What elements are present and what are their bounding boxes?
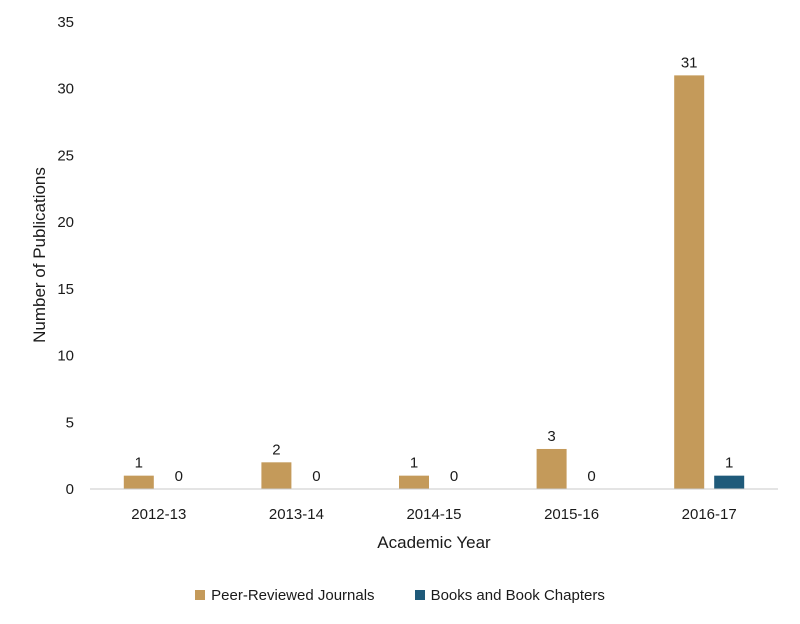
bars xyxy=(123,75,745,489)
data-label-peer-reviewed-journals-2015-16: 3 xyxy=(547,428,555,445)
y-axis-ticks: 0 5 10 15 20 25 30 35 xyxy=(57,14,74,498)
x-tick-label: 2016-17 xyxy=(682,506,737,523)
data-labels: 1 0 2 0 1 0 3 0 31 1 xyxy=(135,54,734,485)
bar-books-and-book-chapters-2016-17 xyxy=(714,475,745,489)
legend-label-peer-reviewed: Peer-Reviewed Journals xyxy=(211,586,375,604)
bar-peer-reviewed-journals-2015-16 xyxy=(536,448,567,489)
data-label-books-and-book-chapters-2013-14: 0 xyxy=(312,468,320,485)
data-label-books-and-book-chapters-2016-17: 1 xyxy=(725,455,733,472)
y-tick-label: 5 xyxy=(66,414,74,431)
data-label-peer-reviewed-journals-2012-13: 1 xyxy=(135,455,143,472)
bar-peer-reviewed-journals-2016-17 xyxy=(674,75,705,489)
legend-label-books: Books and Book Chapters xyxy=(430,586,605,604)
bar-peer-reviewed-journals-2013-14 xyxy=(261,462,292,489)
data-label-peer-reviewed-journals-2016-17: 31 xyxy=(681,54,698,71)
y-tick-label: 35 xyxy=(57,14,74,31)
legend-item-books: Books and Book Chapters xyxy=(414,586,605,604)
legend: Peer-Reviewed Journals Books and Book Ch… xyxy=(0,580,800,610)
data-label-books-and-book-chapters-2014-15: 0 xyxy=(450,468,458,485)
x-tick-label: 2012-13 xyxy=(131,506,186,523)
bar-peer-reviewed-journals-2012-13 xyxy=(123,475,154,489)
y-tick-label: 0 xyxy=(66,481,74,498)
y-axis-title: Number of Publications xyxy=(30,167,49,343)
x-tick-label: 2015-16 xyxy=(544,506,599,523)
x-axis-title: Academic Year xyxy=(377,533,491,552)
y-tick-label: 30 xyxy=(57,81,74,98)
x-tick-label: 2014-15 xyxy=(406,506,461,523)
legend-swatch-books xyxy=(414,590,425,600)
y-tick-label: 10 xyxy=(57,348,74,365)
legend-swatch-peer-reviewed xyxy=(195,590,206,600)
data-label-peer-reviewed-journals-2013-14: 2 xyxy=(272,441,280,458)
x-axis-ticks: 2012-13 2013-14 2014-15 2015-16 2016-17 xyxy=(131,506,736,523)
data-label-peer-reviewed-journals-2014-15: 1 xyxy=(410,455,418,472)
y-tick-label: 20 xyxy=(57,214,74,231)
data-label-books-and-book-chapters-2015-16: 0 xyxy=(587,468,595,485)
bar-peer-reviewed-journals-2014-15 xyxy=(399,475,429,489)
y-tick-label: 25 xyxy=(57,147,74,164)
y-tick-label: 15 xyxy=(57,281,74,298)
data-label-books-and-book-chapters-2012-13: 0 xyxy=(175,468,183,485)
x-tick-label: 2013-14 xyxy=(269,506,324,523)
legend-item-peer-reviewed: Peer-Reviewed Journals xyxy=(195,586,375,604)
